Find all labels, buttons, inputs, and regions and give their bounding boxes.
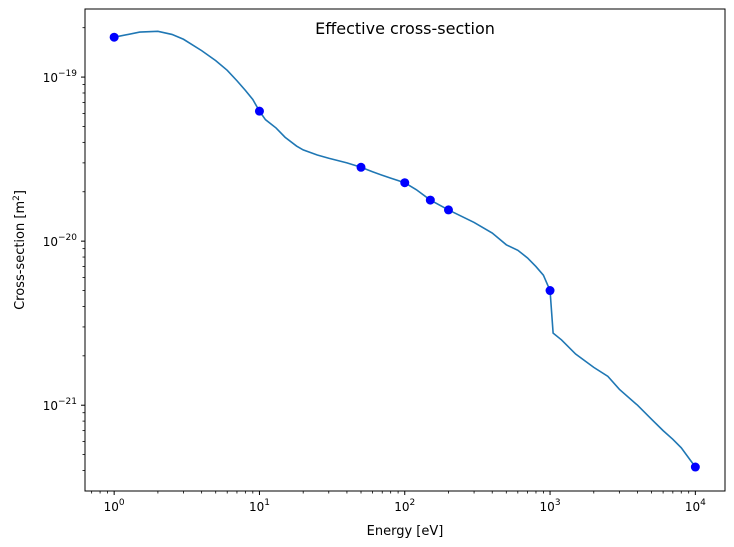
y-axis-label-main: Cross-section [m (13, 201, 28, 310)
x-axis-ticks: 100 101 102 103 104 (91, 491, 706, 514)
data-point (254, 106, 264, 116)
x-tick-label: 104 (685, 498, 706, 514)
y-tick-label: 10−20 (43, 233, 78, 249)
data-point (443, 205, 453, 215)
data-point (545, 286, 555, 296)
x-axis-label: Energy [eV] (367, 524, 444, 539)
plot-frame (84, 8, 726, 492)
data-point (400, 178, 410, 188)
data-point (690, 462, 700, 472)
y-axis-label-end: ] (13, 190, 28, 195)
x-tick-label: 102 (394, 498, 415, 514)
x-tick-label: 101 (249, 498, 270, 514)
cross-section-line (114, 30, 696, 468)
data-point (109, 32, 119, 42)
line-series-layer (114, 30, 696, 468)
data-point (356, 162, 366, 172)
y-tick-label: 10−21 (43, 397, 77, 413)
x-tick-label: 100 (104, 498, 125, 514)
y-axis-label-superscript: 2 (12, 195, 22, 201)
y-tick-label: 10−19 (43, 69, 78, 85)
scatter-points-layer (109, 32, 700, 472)
y-axis-ticks: 10−21 10−20 10−19 (43, 27, 85, 471)
data-point (425, 195, 435, 205)
y-axis-label: Cross-section [m2] (12, 190, 28, 310)
x-tick-label: 103 (540, 498, 561, 514)
chart-title: Effective cross-section (315, 19, 495, 38)
